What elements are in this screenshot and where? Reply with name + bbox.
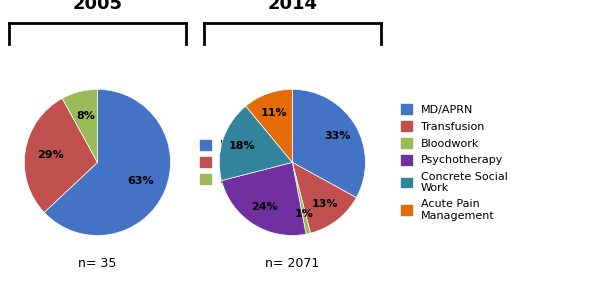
- Text: 8%: 8%: [76, 111, 95, 122]
- Wedge shape: [24, 98, 97, 213]
- Text: 2014: 2014: [267, 0, 317, 13]
- Text: 11%: 11%: [261, 108, 288, 118]
- Text: n= 2071: n= 2071: [265, 257, 320, 270]
- Wedge shape: [292, 162, 311, 234]
- Wedge shape: [292, 89, 365, 197]
- Text: n= 35: n= 35: [78, 257, 117, 270]
- Text: 18%: 18%: [229, 141, 256, 151]
- Text: 63%: 63%: [128, 176, 154, 186]
- Text: 1%: 1%: [294, 209, 313, 219]
- Text: 13%: 13%: [311, 199, 338, 209]
- Text: 33%: 33%: [325, 130, 351, 141]
- Text: 2005: 2005: [72, 0, 122, 13]
- Legend: MD, Transfusion, Bloodwork: MD, Transfusion, Bloodwork: [198, 137, 286, 187]
- Legend: MD/APRN, Transfusion, Bloodwork, Psychotherapy, Concrete Social
Work, Acute Pain: MD/APRN, Transfusion, Bloodwork, Psychot…: [398, 102, 510, 223]
- Text: 29%: 29%: [37, 150, 64, 160]
- Wedge shape: [222, 162, 306, 235]
- Wedge shape: [219, 106, 292, 181]
- Wedge shape: [44, 89, 171, 235]
- Wedge shape: [292, 162, 356, 233]
- Wedge shape: [62, 89, 97, 162]
- Text: 24%: 24%: [251, 202, 278, 212]
- Wedge shape: [246, 89, 292, 162]
